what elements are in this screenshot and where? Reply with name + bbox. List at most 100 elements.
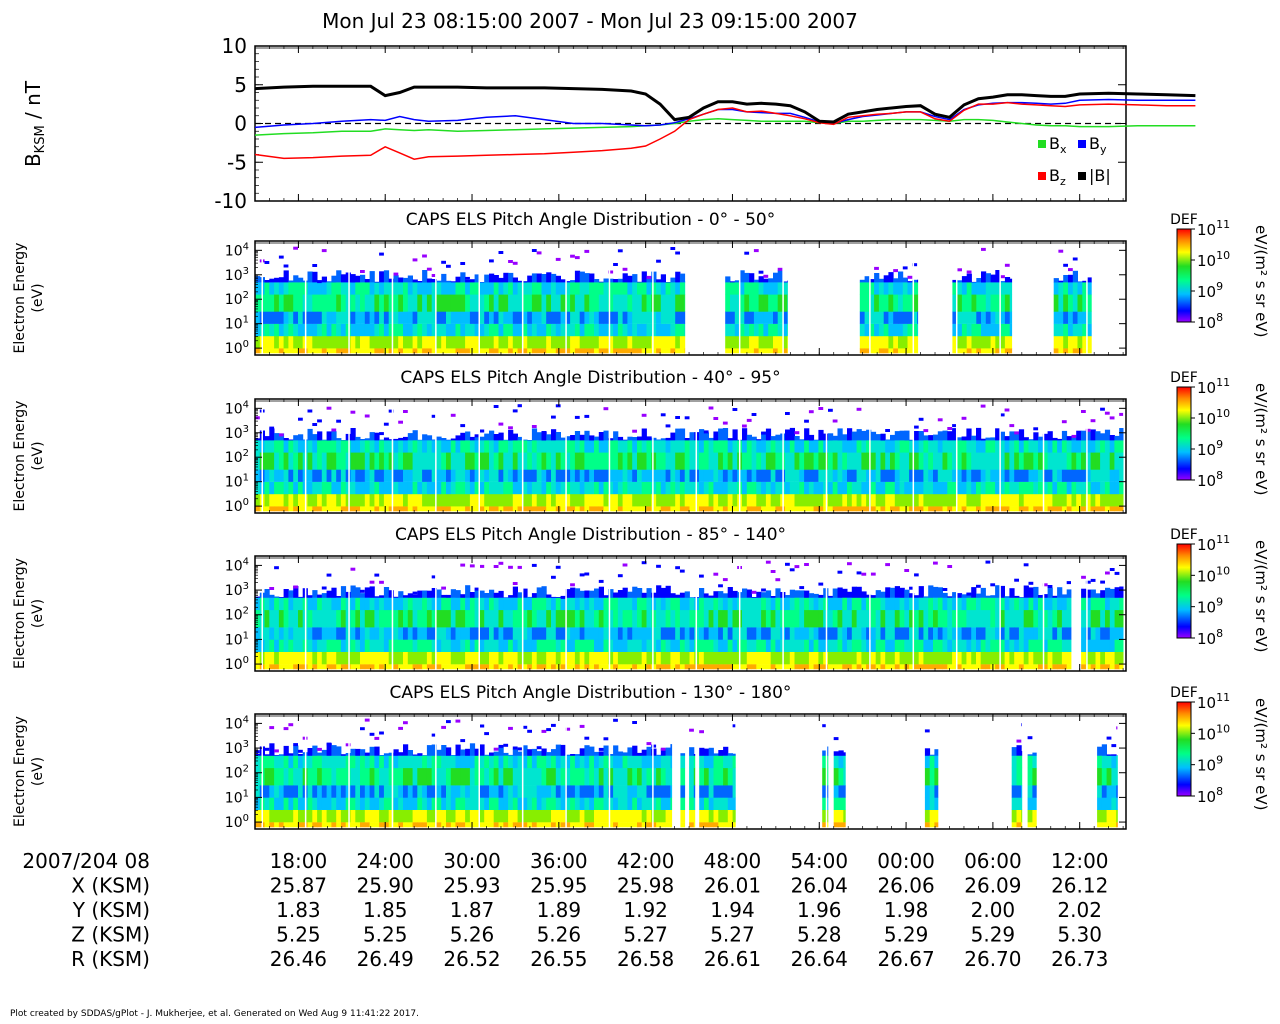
heatmap-cell: [407, 785, 413, 798]
heatmap-cell: [369, 282, 375, 295]
heatmap-cell: [1119, 597, 1124, 611]
heatmap-cell: [660, 282, 666, 295]
heatmap-cell: [888, 294, 894, 312]
heatmap-cell: [589, 273, 595, 283]
heatmap-cell: [383, 481, 390, 495]
heatmap-cell: [1047, 440, 1053, 453]
heatmap-cell: [574, 639, 581, 652]
heatmap-cell: [732, 590, 738, 598]
heatmap-speckle: [512, 409, 518, 413]
heatmap-cell: [1119, 639, 1124, 652]
heatmap-cell: [894, 506, 900, 512]
heatmap-cell: [660, 438, 666, 441]
heatmap-cell: [933, 506, 939, 512]
heatmap-cell: [364, 664, 370, 670]
heatmap-cell: [460, 506, 466, 512]
heatmap-cell: [493, 434, 499, 441]
heatmap-cell: [283, 651, 289, 665]
colorbar-tick-label: 1010: [1197, 407, 1230, 428]
heatmap-cell: [842, 493, 848, 507]
legend-label-sub: x: [1060, 143, 1067, 156]
heatmap-cell: [307, 597, 313, 611]
heatmap-cell: [403, 506, 409, 512]
heatmap-speckle: [646, 275, 652, 279]
heatmap-cell: [498, 323, 504, 337]
heatmap-cell: [560, 481, 566, 495]
heatmap-cell: [603, 664, 609, 670]
heatmap-cell: [283, 438, 289, 441]
heatmap-cell: [594, 493, 600, 507]
heatmap-cell: [293, 767, 299, 786]
heatmap-cell: [875, 597, 881, 611]
heatmap-cell: [961, 348, 968, 354]
heatmap-speckle: [675, 566, 680, 570]
heatmap-cell: [446, 797, 452, 810]
heatmap-cell: [885, 609, 891, 628]
heatmap-cell: [498, 493, 504, 507]
heatmap-cell: [1014, 639, 1020, 652]
heatmap-speckle: [675, 416, 680, 419]
heatmap-cell: [912, 279, 918, 283]
heatmap-cell: [1085, 589, 1092, 598]
heatmap-cell: [660, 469, 666, 482]
heatmap-cell: [436, 664, 442, 670]
heatmap-cell: [832, 469, 838, 482]
heatmap-cell: [1028, 440, 1034, 453]
heatmap-cell: [403, 493, 409, 507]
heatmap-cell: [355, 627, 361, 640]
heatmap-cell: [1047, 469, 1053, 482]
heatmap-cell: [274, 785, 280, 798]
heatmap-cell: [1009, 609, 1015, 628]
heatmap-cell: [493, 481, 499, 495]
heatmap-cell: [890, 506, 896, 512]
heatmap-cell: [818, 639, 824, 652]
heatmap-cell: [269, 651, 275, 665]
heatmap-cell: [336, 270, 342, 283]
heatmap-cell: [956, 506, 963, 512]
heatmap-cell: [317, 609, 323, 628]
heatmap-cell: [613, 311, 619, 324]
heatmap-cell: [912, 294, 918, 312]
heatmap-cell: [971, 664, 977, 670]
heatmap-cell: [842, 506, 848, 512]
heatmap-cell: [364, 627, 370, 640]
heatmap-cell: [890, 627, 896, 640]
heatmap-cell: [441, 797, 447, 810]
heatmap-speckle: [608, 270, 614, 274]
heatmap-speckle: [1081, 410, 1086, 413]
heatmap-cell: [782, 281, 788, 283]
colorbar-scale: [1176, 543, 1192, 639]
heatmap-cell: [768, 335, 774, 349]
heatmap-cell: [422, 434, 428, 441]
heatmap-cell: [584, 323, 590, 337]
heatmap-cell: [278, 597, 285, 598]
heatmap-cell: [1066, 639, 1072, 652]
heatmap-cell: [374, 609, 380, 628]
heatmap-speckle: [907, 275, 913, 279]
heatmap-cell: [369, 469, 375, 482]
heatmap-cell: [551, 596, 557, 598]
heatmap-cell: [465, 311, 471, 324]
heatmap-cell: [350, 428, 356, 441]
heatmap-cell: [1018, 639, 1025, 652]
heatmap-cell: [379, 469, 385, 482]
colorbar-tick-exponent: 11: [1216, 533, 1230, 546]
heatmap-cell: [1081, 627, 1087, 640]
heatmap-speckle: [713, 572, 719, 576]
heatmap-cell: [684, 664, 690, 670]
heatmap-cell: [379, 452, 385, 470]
heatmap-speckle: [517, 565, 523, 569]
heatmap-cell: [312, 822, 318, 828]
heatmap-cell: [656, 627, 662, 640]
heatmap-cell: [851, 664, 857, 670]
heatmap-cell: [933, 481, 939, 495]
heatmap-cell: [536, 639, 542, 652]
heatmap-cell: [689, 597, 695, 611]
colorbar-tick-label: 108: [1197, 469, 1223, 490]
heatmap-cell: [560, 639, 566, 652]
heatmap-cell: [928, 639, 934, 652]
heatmap-cell: [317, 755, 323, 769]
heatmap-cell: [565, 493, 571, 507]
heatmap-cell: [937, 440, 943, 453]
heatmap-cell: [617, 609, 624, 628]
